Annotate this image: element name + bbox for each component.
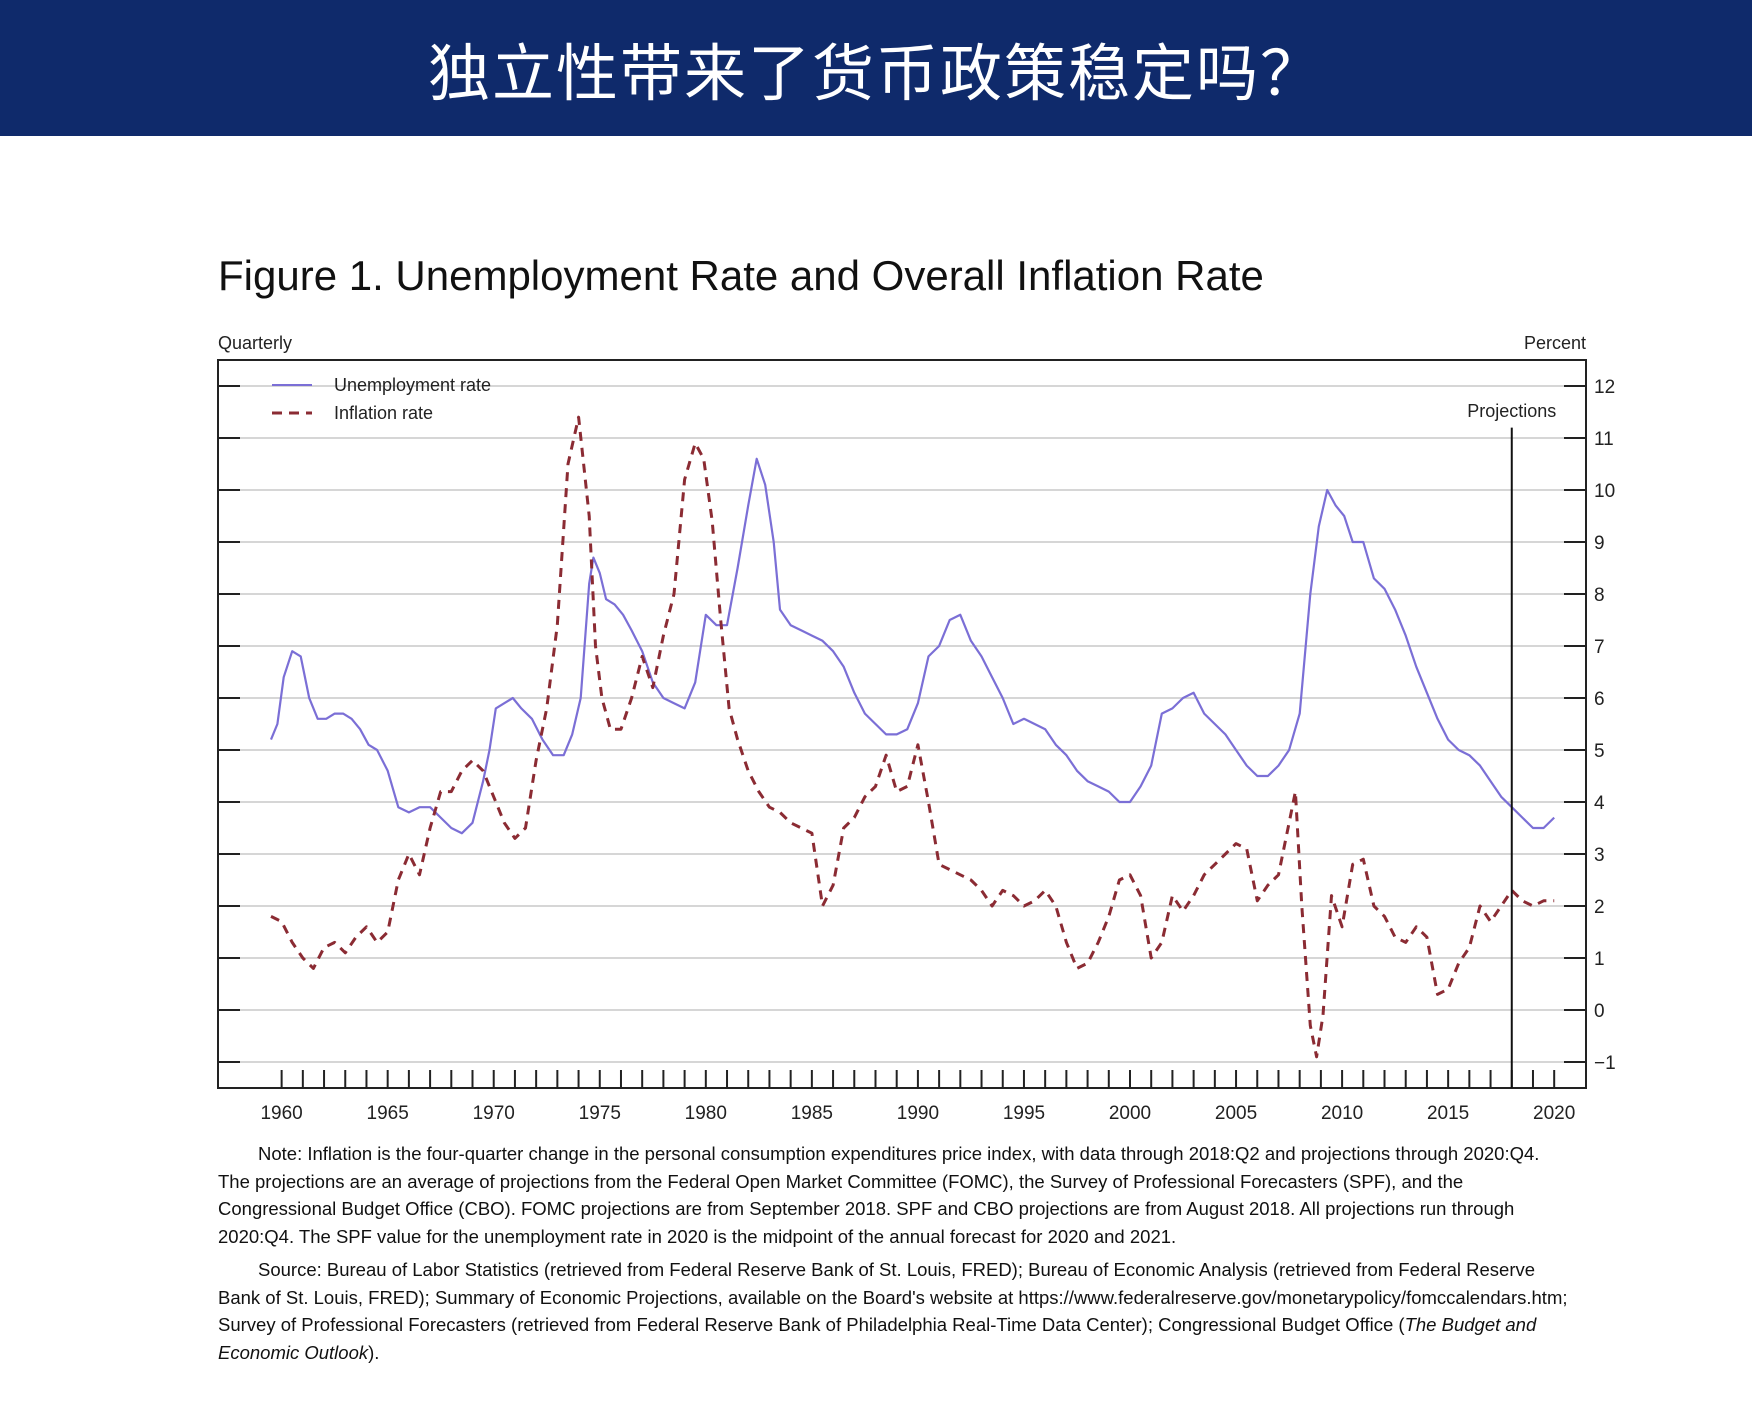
x-tick-label: 1975 xyxy=(579,1103,621,1124)
projection-marker: Projections xyxy=(1467,401,1556,1088)
x-tick-label: 1985 xyxy=(791,1103,833,1124)
chart: Quarterly Percent −101234567891011121960… xyxy=(217,333,1616,1124)
series-line-unemployment xyxy=(269,457,1555,835)
y-tick-label: 6 xyxy=(1594,689,1605,710)
y-tick-label: −1 xyxy=(1594,1053,1616,1074)
axes: Quarterly Percent −101234567891011121960… xyxy=(217,333,1616,1124)
series xyxy=(269,415,1555,1059)
x-tick-label: 2015 xyxy=(1427,1103,1469,1124)
y-tick-label: 7 xyxy=(1594,637,1605,658)
x-tick-label: 1970 xyxy=(473,1103,515,1124)
plot-frame xyxy=(217,359,1587,1089)
legend: Unemployment rate Inflation rate xyxy=(272,375,491,423)
source-italic: The Budget and Economic Outlook xyxy=(218,1314,1537,1363)
y-tick-label: 2 xyxy=(1594,897,1605,918)
y-tick-label: 1 xyxy=(1594,949,1605,970)
gridlines xyxy=(218,385,1586,1063)
source-suffix: ). xyxy=(368,1341,380,1363)
x-tick-label: 2000 xyxy=(1109,1103,1151,1124)
x-tick-label: 2010 xyxy=(1321,1103,1363,1124)
source-text: Source: Bureau of Labor Statistics (retr… xyxy=(218,1256,1568,1366)
x-tick-label: 2005 xyxy=(1215,1103,1257,1124)
title-banner: 独立性带来了货币政策稳定吗？ xyxy=(0,0,1752,136)
x-tick-label: 2020 xyxy=(1533,1103,1575,1124)
projections-label: Projections xyxy=(1467,401,1556,421)
banner-title: 独立性带来了货币政策稳定吗？ xyxy=(427,37,1324,110)
legend-label-inflation: Inflation rate xyxy=(334,403,433,423)
y-tick-label: 12 xyxy=(1594,377,1615,398)
series-line-inflation xyxy=(270,415,1555,1059)
y-tick-label: 5 xyxy=(1594,741,1605,762)
y-tick-label: 8 xyxy=(1594,585,1605,606)
y-tick-label: 9 xyxy=(1594,533,1605,554)
x-tick-label: 1960 xyxy=(260,1103,302,1124)
left-axis-label: Quarterly xyxy=(218,333,292,353)
y-tick-label: 3 xyxy=(1594,845,1605,866)
x-tick-label: 1980 xyxy=(685,1103,727,1124)
source-prefix: Source: Bureau of Labor Statistics (retr… xyxy=(218,1259,1568,1335)
figure-title: Figure 1. Unemployment Rate and Overall … xyxy=(218,252,1264,299)
x-tick-label: 1965 xyxy=(367,1103,409,1124)
y-tick-label: 0 xyxy=(1594,1001,1605,1022)
x-tick-label: 1990 xyxy=(897,1103,939,1124)
note-text: Note: Inflation is the four-quarter chan… xyxy=(218,1143,1540,1247)
y-tick-label: 11 xyxy=(1594,429,1614,450)
y-tick-label: 4 xyxy=(1594,793,1605,814)
legend-label-unemployment: Unemployment rate xyxy=(334,375,491,395)
x-tick-label: 1995 xyxy=(1003,1103,1045,1124)
y-tick-label: 10 xyxy=(1594,481,1615,502)
right-axis-label: Percent xyxy=(1524,333,1586,353)
figure-notes: Note: Inflation is the four-quarter chan… xyxy=(218,1140,1568,1372)
